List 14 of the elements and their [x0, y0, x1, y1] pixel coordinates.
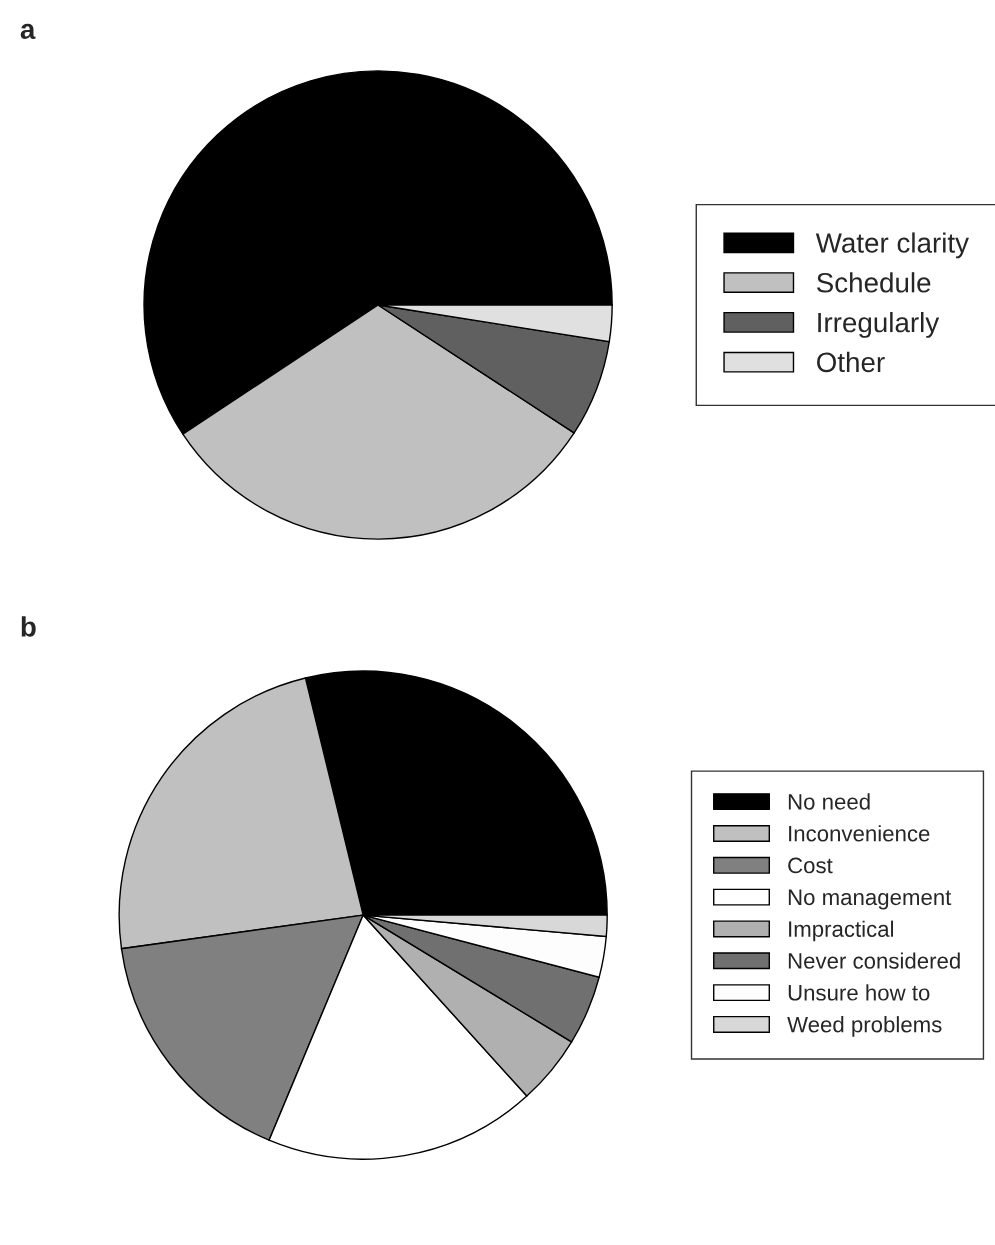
legend-label: Weed problems	[787, 1016, 942, 1037]
legend-label: No need	[788, 793, 870, 810]
legend-label: Cost	[788, 857, 833, 874]
chart-title: b	[21, 616, 36, 637]
legend-label: Impractical	[789, 920, 894, 942]
legend-label: Never considered	[788, 952, 960, 969]
legend-label: Unsure how to	[788, 984, 930, 1001]
legend-label: Schedule	[816, 272, 931, 293]
legend-label: Inconvenience	[789, 825, 930, 842]
legend-label: Other	[817, 351, 885, 373]
chart-title: a	[20, 23, 36, 40]
legend-label: No management	[788, 889, 952, 910]
legend-label: Water clarity	[815, 232, 969, 259]
legend-label: Irregularly	[818, 311, 940, 338]
